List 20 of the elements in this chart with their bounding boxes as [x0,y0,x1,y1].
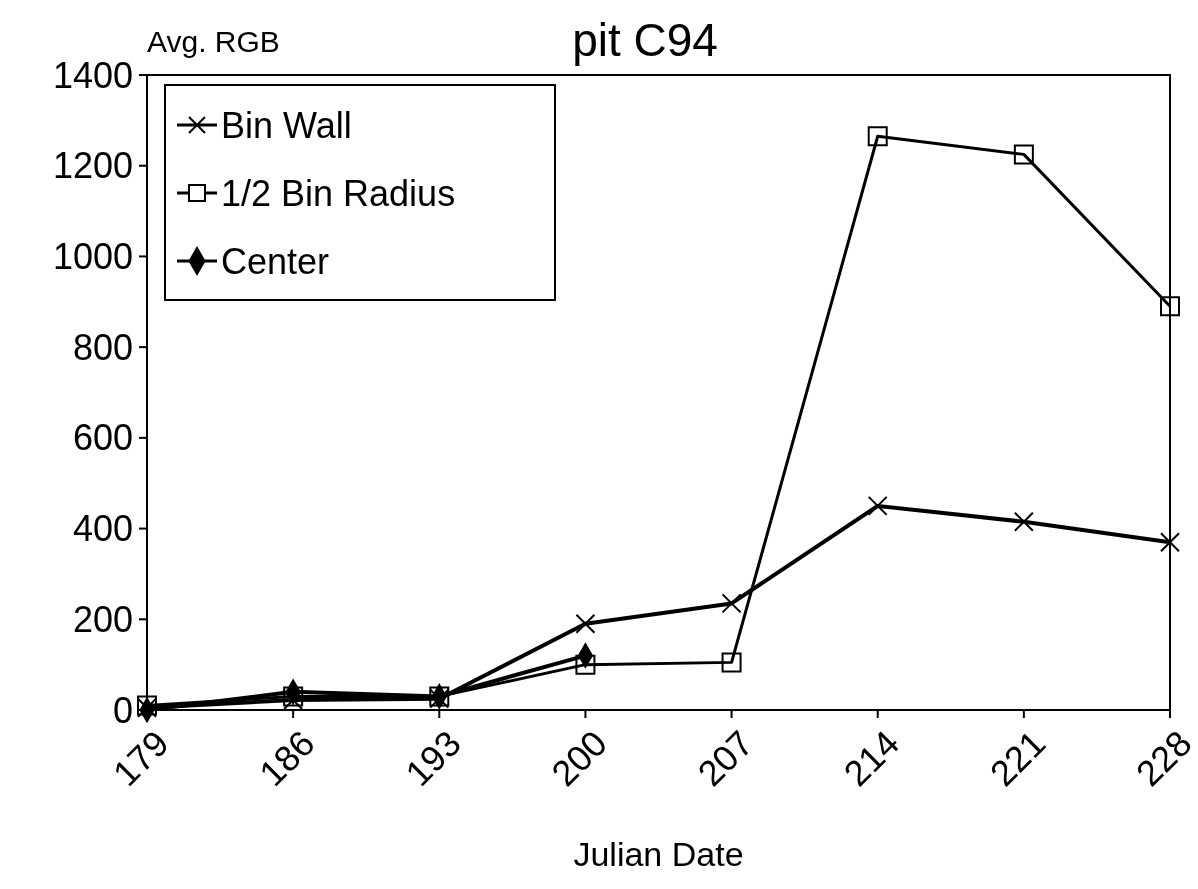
y-axis-title: Avg. RGB [147,25,280,58]
chart-title: pit C94 [572,14,718,66]
x-tick-label: 221 [981,722,1054,794]
legend-label: Center [221,240,330,282]
x-tick-label: 228 [1128,722,1198,794]
legend-label: 1/2 Bin Radius [221,172,456,214]
x-tick-label: 200 [543,722,615,794]
y-tick-label: 200 [72,598,133,640]
legend-label: Bin Wall [221,104,352,146]
y-tick-label: 1200 [52,145,133,187]
y-tick-label: 600 [72,417,133,459]
x-tick-label: 186 [251,722,323,794]
x-tick-label: 214 [835,722,908,794]
x-tick-label: 193 [397,722,469,794]
y-tick-label: 800 [72,326,133,368]
y-tick-label: 400 [72,508,133,550]
x-axis-title: Julian Date [573,835,744,873]
y-tick-label: 1400 [52,54,133,96]
x-tick-label: 207 [689,722,762,794]
y-tick-label: 1000 [52,236,133,278]
